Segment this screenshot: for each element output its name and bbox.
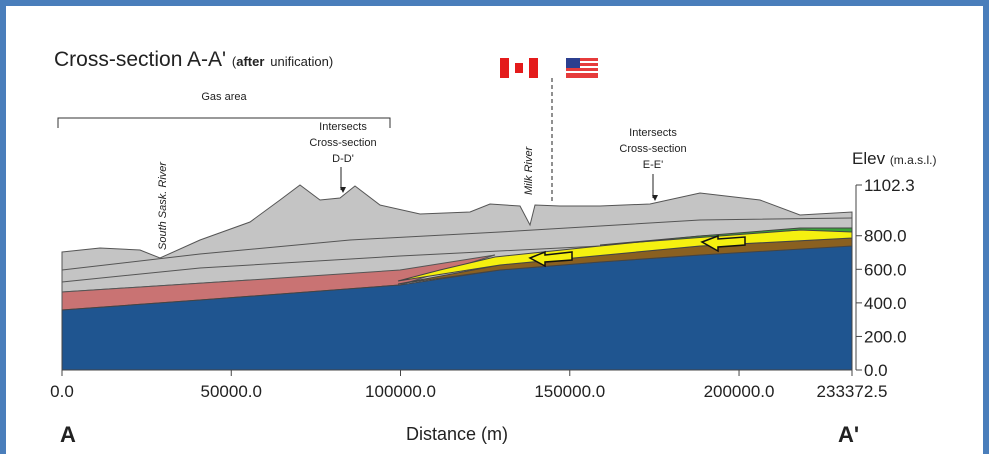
y-tick-label: 800.0	[864, 227, 907, 246]
south-sask-river: South Sask. River	[157, 161, 169, 250]
x-tick-label: 50000.0	[201, 382, 262, 401]
x-tick-label: 233372.5	[817, 382, 888, 401]
canada-flag	[500, 58, 538, 78]
end-label: A	[60, 422, 76, 447]
y-tick-label: 200.0	[864, 327, 907, 346]
x-tick-label: 200000.0	[704, 382, 775, 401]
end-label: A'	[838, 422, 859, 447]
y-tick-label: 600.0	[864, 260, 907, 279]
milk-river: Milk River	[523, 145, 535, 195]
y-tick-label: 400.0	[864, 294, 907, 313]
y-label: Elev (m.a.s.l.)	[852, 149, 936, 168]
x-tick-label: 0.0	[50, 382, 74, 401]
y-tick-label: 1102.3	[864, 176, 915, 195]
title: Cross-section A-A' (after unification)	[54, 48, 333, 71]
x-tick-label: 100000.0	[365, 382, 436, 401]
x-tick-label: 150000.0	[534, 382, 605, 401]
figure: Cross-section A-A' (after unification) G…	[0, 0, 989, 454]
gas-area: Gas area	[201, 91, 247, 103]
x-label: Distance (m)	[406, 424, 508, 444]
layers	[62, 185, 852, 370]
y-tick-label: 0.0	[864, 361, 888, 380]
us-flag	[566, 58, 598, 78]
